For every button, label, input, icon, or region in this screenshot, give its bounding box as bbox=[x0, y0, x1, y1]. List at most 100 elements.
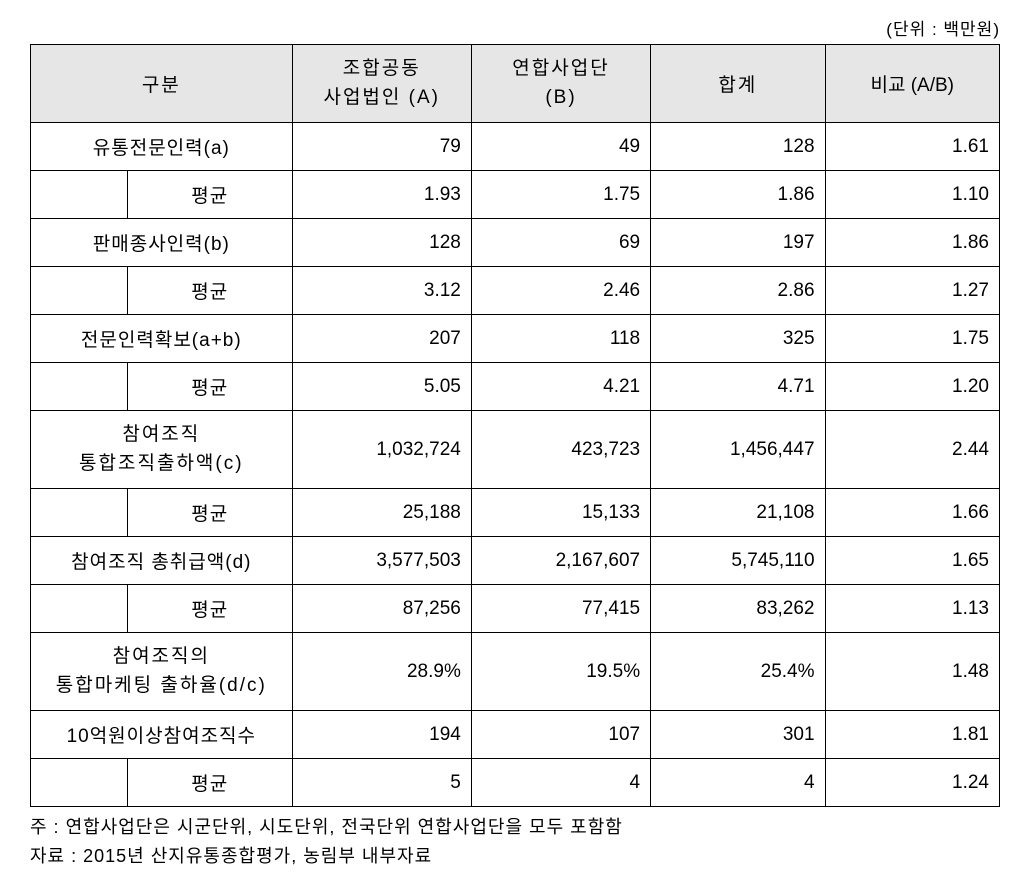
cell-value: 1.86 bbox=[651, 171, 825, 219]
cell-value: 128 bbox=[292, 219, 471, 267]
cell-value: 1.10 bbox=[825, 171, 999, 219]
avg-label: 평균 bbox=[127, 489, 292, 537]
cell-value: 301 bbox=[651, 711, 825, 759]
cell-value: 1.48 bbox=[825, 633, 999, 711]
cell-value: 1,032,724 bbox=[292, 411, 471, 489]
indent-cell bbox=[31, 171, 128, 219]
cell-value: 77,415 bbox=[471, 585, 650, 633]
header-col-sum: 합계 bbox=[651, 45, 825, 123]
row-label: 10억원이상참여조직수 bbox=[31, 711, 293, 759]
indent-cell bbox=[31, 585, 128, 633]
header-col-a-line2: 사업법인 (A) bbox=[323, 87, 440, 108]
avg-label: 평균 bbox=[127, 759, 292, 807]
cell-value: 1.93 bbox=[292, 171, 471, 219]
avg-label: 평균 bbox=[127, 171, 292, 219]
cell-value: 1.81 bbox=[825, 711, 999, 759]
footnote-line2: 자료 : 2015년 산지유통종합평가, 농림부 내부자료 bbox=[30, 842, 1000, 871]
footnote-line1: 주 : 연합사업단은 시군단위, 시도단위, 전국단위 연합사업단을 모두 포함… bbox=[30, 813, 1000, 842]
row-label-line1: 참여조직의 bbox=[113, 646, 210, 667]
cell-value: 128 bbox=[651, 123, 825, 171]
cell-value: 1.24 bbox=[825, 759, 999, 807]
row-label-line1: 참여조직 bbox=[122, 424, 200, 445]
row-label: 참여조직 통합조직출하액(c) bbox=[31, 411, 293, 489]
cell-value: 28.9% bbox=[292, 633, 471, 711]
cell-value: 25,188 bbox=[292, 489, 471, 537]
cell-value: 207 bbox=[292, 315, 471, 363]
cell-value: 1.13 bbox=[825, 585, 999, 633]
header-col-ratio: 비교 (A/B) bbox=[825, 45, 999, 123]
cell-value: 118 bbox=[471, 315, 650, 363]
cell-value: 25.4% bbox=[651, 633, 825, 711]
table-row: 참여조직의 통합마케팅 출하율(d/c) 28.9% 19.5% 25.4% 1… bbox=[31, 633, 1000, 711]
indent-cell bbox=[31, 267, 128, 315]
header-col-b-line1: 연합사업단 bbox=[512, 58, 609, 79]
cell-value: 79 bbox=[292, 123, 471, 171]
cell-value: 423,723 bbox=[471, 411, 650, 489]
footnote: 주 : 연합사업단은 시군단위, 시도단위, 전국단위 연합사업단을 모두 포함… bbox=[30, 813, 1000, 871]
cell-value: 4.21 bbox=[471, 363, 650, 411]
cell-value: 69 bbox=[471, 219, 650, 267]
data-table: 구분 조합공동 사업법인 (A) 연합사업단 (B) 합계 비교 (A/B) 유… bbox=[30, 44, 1000, 807]
header-row: 구분 조합공동 사업법인 (A) 연합사업단 (B) 합계 비교 (A/B) bbox=[31, 45, 1000, 123]
cell-value: 1.20 bbox=[825, 363, 999, 411]
row-label: 유통전문인력(a) bbox=[31, 123, 293, 171]
cell-value: 1.86 bbox=[825, 219, 999, 267]
table-row: 전문인력확보(a+b) 207 118 325 1.75 bbox=[31, 315, 1000, 363]
row-label: 판매종사인력(b) bbox=[31, 219, 293, 267]
cell-value: 1.66 bbox=[825, 489, 999, 537]
cell-value: 4 bbox=[651, 759, 825, 807]
cell-value: 21,108 bbox=[651, 489, 825, 537]
cell-value: 194 bbox=[292, 711, 471, 759]
header-col-a-line1: 조합공동 bbox=[343, 58, 421, 79]
cell-value: 4.71 bbox=[651, 363, 825, 411]
cell-value: 2,167,607 bbox=[471, 537, 650, 585]
table-row: 평균 5 4 4 1.24 bbox=[31, 759, 1000, 807]
header-category: 구분 bbox=[31, 45, 293, 123]
cell-value: 2.46 bbox=[471, 267, 650, 315]
cell-value: 83,262 bbox=[651, 585, 825, 633]
cell-value: 1.75 bbox=[825, 315, 999, 363]
cell-value: 197 bbox=[651, 219, 825, 267]
table-row: 평균 1.93 1.75 1.86 1.10 bbox=[31, 171, 1000, 219]
cell-value: 19.5% bbox=[471, 633, 650, 711]
avg-label: 평균 bbox=[127, 363, 292, 411]
table-row: 평균 5.05 4.21 4.71 1.20 bbox=[31, 363, 1000, 411]
row-label: 참여조직 총취급액(d) bbox=[31, 537, 293, 585]
table-row: 판매종사인력(b) 128 69 197 1.86 bbox=[31, 219, 1000, 267]
cell-value: 1,456,447 bbox=[651, 411, 825, 489]
cell-value: 5.05 bbox=[292, 363, 471, 411]
cell-value: 5 bbox=[292, 759, 471, 807]
cell-value: 325 bbox=[651, 315, 825, 363]
avg-label: 평균 bbox=[127, 585, 292, 633]
cell-value: 1.65 bbox=[825, 537, 999, 585]
cell-value: 49 bbox=[471, 123, 650, 171]
cell-value: 107 bbox=[471, 711, 650, 759]
cell-value: 1.61 bbox=[825, 123, 999, 171]
indent-cell bbox=[31, 489, 128, 537]
cell-value: 1.75 bbox=[471, 171, 650, 219]
row-label: 참여조직의 통합마케팅 출하율(d/c) bbox=[31, 633, 293, 711]
cell-value: 4 bbox=[471, 759, 650, 807]
avg-label: 평균 bbox=[127, 267, 292, 315]
cell-value: 2.86 bbox=[651, 267, 825, 315]
row-label-line2: 통합마케팅 출하율(d/c) bbox=[56, 675, 267, 696]
indent-cell bbox=[31, 363, 128, 411]
cell-value: 1.27 bbox=[825, 267, 999, 315]
table-row: 10억원이상참여조직수 194 107 301 1.81 bbox=[31, 711, 1000, 759]
table-row: 참여조직 총취급액(d) 3,577,503 2,167,607 5,745,1… bbox=[31, 537, 1000, 585]
table-row: 평균 87,256 77,415 83,262 1.13 bbox=[31, 585, 1000, 633]
header-col-b: 연합사업단 (B) bbox=[471, 45, 650, 123]
cell-value: 3,577,503 bbox=[292, 537, 471, 585]
table-row: 유통전문인력(a) 79 49 128 1.61 bbox=[31, 123, 1000, 171]
cell-value: 3.12 bbox=[292, 267, 471, 315]
cell-value: 15,133 bbox=[471, 489, 650, 537]
table-row: 평균 3.12 2.46 2.86 1.27 bbox=[31, 267, 1000, 315]
table-row: 평균 25,188 15,133 21,108 1.66 bbox=[31, 489, 1000, 537]
cell-value: 5,745,110 bbox=[651, 537, 825, 585]
row-label-line2: 통합조직출하액(c) bbox=[79, 453, 244, 474]
header-col-b-line2: (B) bbox=[545, 87, 576, 108]
unit-label: (단위 : 백만원) bbox=[30, 15, 1000, 40]
cell-value: 2.44 bbox=[825, 411, 999, 489]
indent-cell bbox=[31, 759, 128, 807]
row-label: 전문인력확보(a+b) bbox=[31, 315, 293, 363]
